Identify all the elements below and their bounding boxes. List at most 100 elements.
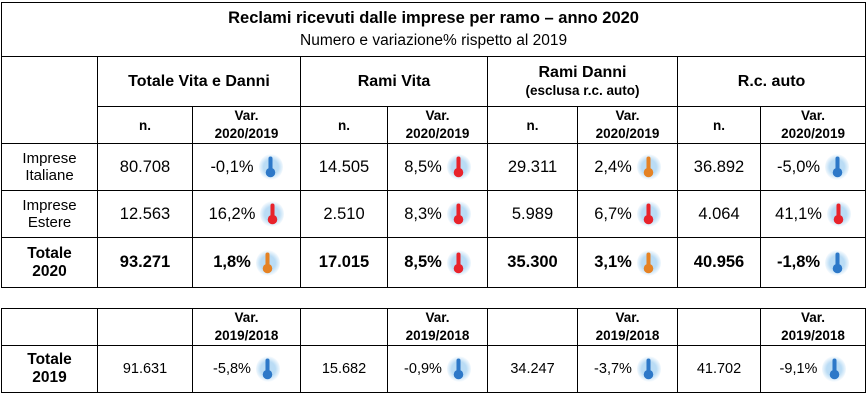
subheader-var: Var. 2019/2018 bbox=[760, 308, 866, 346]
empty-header-cell bbox=[487, 308, 578, 346]
var-cell: -5,0% bbox=[759, 143, 866, 191]
n-value: 80.708 bbox=[97, 143, 193, 191]
var-cell: -5,8% bbox=[192, 345, 301, 393]
subheader-var: Var. 2020/2019 bbox=[577, 106, 678, 144]
var-cell: -3,7% bbox=[577, 345, 678, 393]
n-value: 93.271 bbox=[97, 237, 193, 288]
thermometer-icon bbox=[446, 201, 471, 227]
var-cell: -0,9% bbox=[387, 345, 488, 393]
var-value: -5,8% bbox=[213, 361, 251, 377]
table-title: Reclami ricevuti dalle imprese per ramo … bbox=[228, 8, 639, 27]
n-value: 12.563 bbox=[97, 190, 193, 238]
title-row: Reclami ricevuti dalle imprese per ramo … bbox=[0, 2, 866, 57]
var-cell: 16,2% bbox=[192, 190, 301, 238]
subheader-var: Var. 2020/2019 bbox=[192, 106, 301, 144]
thermometer-icon bbox=[636, 201, 661, 227]
row-label: Totale 2019 bbox=[1, 345, 98, 393]
n-value: 34.247 bbox=[487, 345, 578, 393]
var-value: 3,1% bbox=[594, 253, 632, 271]
column-group-rami-danni: Rami Danni (esclusa r.c. auto) bbox=[487, 56, 678, 107]
var-value: -0,9% bbox=[404, 361, 442, 377]
thermometer-icon bbox=[255, 249, 280, 276]
var-value: 8,3% bbox=[404, 204, 442, 223]
var-value: 8,5% bbox=[404, 157, 442, 176]
subheader-var: Var. 2020/2019 bbox=[387, 106, 488, 144]
var-value: 6,7% bbox=[594, 204, 632, 223]
column-group-rami-vita: Rami Vita bbox=[300, 56, 488, 107]
subheader-n: n. bbox=[487, 106, 578, 144]
column-group-rc-auto: R.c. auto bbox=[676, 56, 866, 107]
empty-header-cell bbox=[97, 308, 193, 346]
n-value: 4.064 bbox=[677, 190, 761, 238]
var-cell: 8,5% bbox=[387, 237, 488, 288]
group-label: Rami Danni bbox=[538, 64, 627, 82]
subheader-n: n. bbox=[677, 106, 761, 144]
subheader-n: n. bbox=[300, 106, 388, 144]
var-value: 1,8% bbox=[213, 253, 251, 271]
column-group-header-row: Totale Vita e Danni Rami Vita Rami Danni… bbox=[1, 56, 866, 144]
table-row-totale-2020: Totale 2020 93.271 1,8% 17.015 8,5% 35.3… bbox=[1, 237, 866, 288]
var-cell: 6,7% bbox=[577, 190, 678, 238]
empty-header-cell bbox=[677, 308, 761, 346]
thermometer-icon bbox=[825, 249, 850, 276]
var-value: -9,1% bbox=[779, 361, 818, 377]
var-cell: 1,8% bbox=[192, 237, 301, 288]
thermometer-icon bbox=[822, 356, 847, 382]
n-value: 40.956 bbox=[677, 237, 761, 288]
var-value: -5,0% bbox=[777, 157, 821, 176]
group-label: Rami Vita bbox=[357, 72, 431, 90]
table-subtitle: Numero e variazione% rispetto al 2019 bbox=[300, 32, 568, 50]
subheader-var: Var. 2019/2018 bbox=[387, 308, 488, 346]
thermometer-icon bbox=[636, 249, 661, 276]
thermometer-icon bbox=[260, 201, 285, 227]
row-label: Imprese Estere bbox=[1, 190, 98, 238]
thermometer-icon bbox=[636, 154, 661, 180]
var-value: 2,4% bbox=[594, 157, 632, 176]
var-cell: 3,1% bbox=[577, 237, 678, 288]
var-value: -1,8% bbox=[777, 253, 821, 271]
n-value: 36.892 bbox=[677, 143, 761, 191]
var-cell: -1,8% bbox=[759, 237, 866, 288]
subheader-var: Var. 2020/2019 bbox=[759, 106, 866, 144]
thermometer-icon bbox=[826, 201, 851, 227]
var-cell: 2,4% bbox=[577, 143, 678, 191]
empty-header-cell bbox=[300, 308, 388, 346]
subheader-row: n. Var. 2020/2019 n. Var. 2020/2019 n. V… bbox=[2, 106, 866, 144]
n-value: 41.702 bbox=[677, 345, 761, 393]
group-label: Totale Vita e Danni bbox=[128, 72, 270, 90]
subheader-var: Var. 2019/2018 bbox=[577, 308, 678, 346]
var-value: -0,1% bbox=[210, 157, 254, 176]
subheader-var: Var. 2019/2018 bbox=[192, 308, 301, 346]
claims-table-2020: Reclami ricevuti dalle imprese per ramo … bbox=[0, 2, 866, 288]
var-value: -3,7% bbox=[594, 361, 632, 377]
claims-table-2019: Var. 2019/2018 Var. 2019/2018 Var. 2019/… bbox=[1, 308, 866, 393]
n-value: 5.989 bbox=[487, 190, 578, 238]
n-value: 14.505 bbox=[300, 143, 388, 191]
thermometer-icon bbox=[255, 356, 280, 382]
corner-cell bbox=[1, 308, 98, 346]
row-label: Totale 2020 bbox=[1, 237, 98, 288]
table-title-cell: Reclami ricevuti dalle imprese per ramo … bbox=[0, 2, 866, 57]
table-row-totale-2019: Totale 2019 91.631 -5,8% 15.682 -0,9% 34… bbox=[1, 345, 866, 393]
var-value: 8,5% bbox=[404, 253, 442, 271]
n-value: 35.300 bbox=[487, 237, 578, 288]
var-cell: -0,1% bbox=[192, 143, 301, 191]
group-label: R.c. auto bbox=[737, 72, 806, 90]
thermometer-icon bbox=[446, 154, 471, 180]
thermometer-icon bbox=[636, 356, 661, 382]
n-value: 29.311 bbox=[487, 143, 578, 191]
var-cell: -9,1% bbox=[760, 345, 866, 393]
n-value: 91.631 bbox=[97, 345, 193, 393]
n-value: 17.015 bbox=[300, 237, 388, 288]
var-value: 16,2% bbox=[208, 204, 256, 223]
subheader-n: n. bbox=[97, 106, 193, 144]
var-value: 41,1% bbox=[775, 204, 822, 223]
thermometer-icon bbox=[258, 154, 283, 180]
column-group-totale-vita-danni: Totale Vita e Danni bbox=[97, 56, 301, 107]
table-row-imprese-italiane: Imprese Italiane 80.708 -0,1% 14.505 8,5… bbox=[1, 143, 866, 191]
n-value: 15.682 bbox=[300, 345, 388, 393]
row-label: Imprese Italiane bbox=[1, 143, 98, 191]
thermometer-icon bbox=[446, 356, 471, 382]
corner-cell bbox=[1, 56, 98, 144]
